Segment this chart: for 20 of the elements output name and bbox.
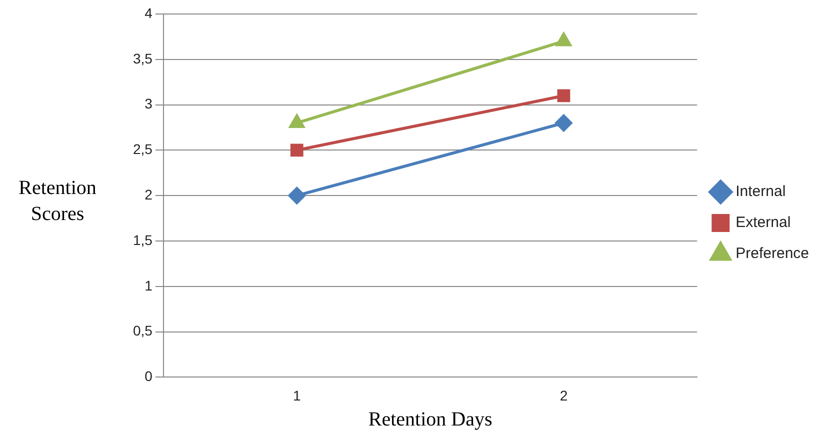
point xyxy=(289,114,304,128)
point xyxy=(290,144,304,157)
y-tick-label: 0 xyxy=(144,368,153,384)
y-tick-label: 1,5 xyxy=(132,232,153,248)
y-tick-label: 1 xyxy=(144,277,153,294)
legend-label: External xyxy=(736,214,791,232)
y-tick-label: 3,5 xyxy=(132,50,153,66)
y-tick-label: 0,5 xyxy=(132,322,153,339)
y-tick-label: 4 xyxy=(144,4,153,21)
legend-label: Preference xyxy=(736,245,809,262)
y-tick-label: 2,5 xyxy=(132,141,153,158)
y-tick-label: 3 xyxy=(144,96,153,112)
point xyxy=(555,114,572,132)
y-axis-title: Retention Scores xyxy=(18,176,98,227)
legend-label: Internal xyxy=(736,183,786,200)
y-tick-label: 2 xyxy=(144,186,153,202)
point xyxy=(288,187,306,204)
point xyxy=(556,32,572,46)
point xyxy=(557,89,570,102)
x-axis-title: Retention Days xyxy=(368,408,492,430)
